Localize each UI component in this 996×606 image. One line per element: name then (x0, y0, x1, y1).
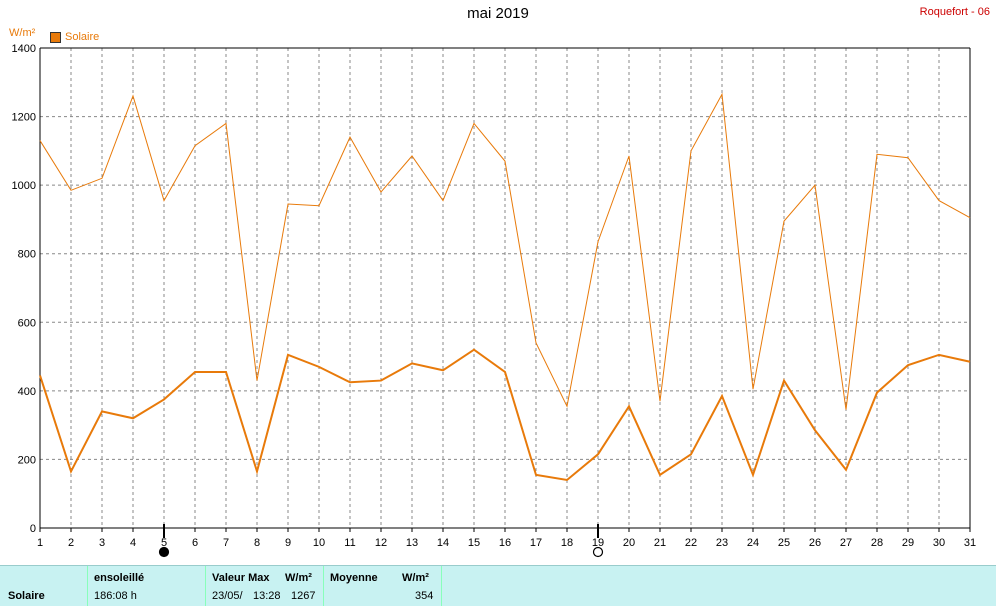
chart-legend: Solaire (50, 31, 99, 43)
x-tick-label: 6 (192, 537, 198, 549)
x-tick-label: 29 (902, 537, 914, 549)
x-tick-label: 22 (685, 537, 697, 549)
max-unit: W/m² (285, 572, 312, 584)
max-cell: Valeur Max W/m² 23/05/ 13:28 1267 (206, 566, 324, 606)
x-tick-label: 18 (561, 537, 573, 549)
max-time: 13:28 (253, 590, 281, 602)
x-tick-label: 24 (747, 537, 759, 549)
legend-swatch (50, 31, 61, 43)
x-tick-label: 9 (285, 537, 291, 549)
stats-panel: Solaire ensoleillé 186:08 h Valeur Max W… (0, 565, 996, 606)
new-moon-icon (158, 546, 170, 558)
average-unit: W/m² (402, 572, 429, 584)
x-tick-label: 27 (840, 537, 852, 549)
full-moon-icon (592, 546, 604, 558)
x-tick-label: 19 (592, 537, 604, 549)
series-line-max (39, 92, 971, 410)
sunshine-header: ensoleillé (94, 572, 145, 584)
x-tick-label: 7 (223, 537, 229, 549)
average-cell: Moyenne W/m² 354 (324, 566, 442, 606)
x-tick-label: 3 (99, 537, 105, 549)
x-tick-label: 26 (809, 537, 821, 549)
sunshine-value: 186:08 h (94, 590, 137, 602)
y-tick-label: 600 (18, 317, 36, 329)
max-value: 1267 (291, 590, 316, 602)
legend-label: Solaire (65, 31, 100, 43)
x-tick-label: 15 (468, 537, 480, 549)
x-tick-label: 2 (68, 537, 74, 549)
x-tick-label: 31 (964, 537, 976, 549)
x-tick-label: 8 (254, 537, 260, 549)
series-line-mean (39, 348, 971, 482)
x-tick-label: 21 (654, 537, 666, 549)
y-tick-label: 1400 (12, 43, 36, 55)
sunshine-cell: ensoleillé 186:08 h (88, 566, 206, 606)
x-tick-label: 28 (871, 537, 883, 549)
average-header: Moyenne (330, 572, 378, 584)
max-date: 23/05/ (212, 590, 243, 602)
y-axis-unit: W/m² (9, 27, 36, 39)
x-tick-label: 4 (130, 537, 136, 549)
y-tick-label: 0 (30, 523, 36, 535)
station-location: Roquefort - 06 (919, 6, 990, 18)
x-tick-label: 17 (530, 537, 542, 549)
x-tick-label: 5 (161, 537, 167, 549)
x-tick-label: 14 (437, 537, 449, 549)
x-tick-label: 10 (313, 537, 325, 549)
x-tick-label: 30 (933, 537, 945, 549)
x-tick-label: 13 (406, 537, 418, 549)
y-tick-label: 1200 (12, 112, 36, 124)
average-value: 354 (415, 590, 434, 602)
x-tick-label: 12 (375, 537, 387, 549)
x-tick-label: 23 (716, 537, 728, 549)
chart-title: mai 2019 (467, 5, 529, 22)
stats-row-label-cell: Solaire (0, 566, 88, 606)
x-tick-label: 11 (344, 537, 355, 549)
y-tick-label: 1000 (12, 180, 36, 192)
max-header: Valeur Max (212, 572, 270, 584)
x-tick-label: 1 (37, 537, 43, 549)
x-tick-label: 16 (499, 537, 511, 549)
y-tick-label: 200 (18, 454, 36, 466)
x-tick-label: 25 (778, 537, 790, 549)
stats-row-label: Solaire (8, 590, 45, 602)
y-tick-label: 800 (18, 249, 36, 261)
x-tick-label: 20 (623, 537, 635, 549)
y-tick-label: 400 (18, 386, 36, 398)
